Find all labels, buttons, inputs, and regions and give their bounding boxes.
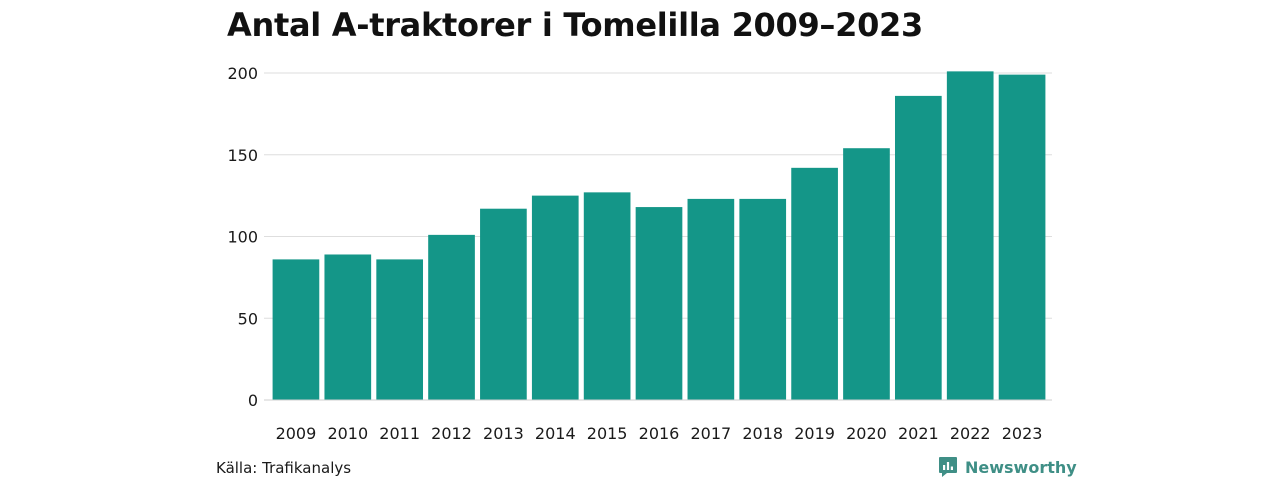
x-tick-label: 2013: [483, 424, 524, 443]
bar-2014[interactable]: [531, 195, 579, 400]
bar-2010[interactable]: [324, 254, 372, 400]
x-tick-label: 2015: [587, 424, 628, 443]
source-note: Källa: Trafikanalys: [216, 459, 352, 477]
x-tick-label: 2012: [431, 424, 472, 443]
x-tick-label: 2019: [794, 424, 835, 443]
x-tick-label: 2010: [327, 424, 368, 443]
x-tick-label: 2011: [379, 424, 420, 443]
brand-logo[interactable]: Newsworthy: [938, 456, 1077, 478]
x-axis-ticks: 2009 2010 2011 2012 2013 2014 2015 2016 2017 2018…: [276, 424, 1043, 443]
x-tick-label: 2020: [846, 424, 887, 443]
bar-2009[interactable]: [272, 259, 320, 400]
chart-title: Antal A-traktorer i Tomelilla 2009–2023: [227, 6, 923, 44]
bar-2013[interactable]: [480, 208, 527, 400]
x-tick-label: 2017: [691, 424, 732, 443]
bar-2022[interactable]: [946, 71, 994, 401]
bar-2023[interactable]: [998, 74, 1046, 400]
bar-2015[interactable]: [583, 192, 631, 400]
x-tick-label: 2014: [535, 424, 576, 443]
y-tick-label: 150: [227, 146, 258, 165]
bar-2017[interactable]: [687, 198, 735, 400]
y-tick-label: 100: [227, 228, 258, 247]
bar-2016[interactable]: [635, 207, 683, 400]
x-tick-label: 2022: [950, 424, 991, 443]
x-tick-label: 2016: [639, 424, 680, 443]
bar-2021[interactable]: [894, 95, 942, 400]
bar-2019[interactable]: [791, 167, 838, 400]
y-axis-ticks: 0 50 100 150 200: [227, 64, 258, 410]
y-tick-label: 0: [248, 391, 258, 410]
bar-2011[interactable]: [376, 259, 424, 400]
bar-2018[interactable]: [739, 198, 787, 400]
y-tick-label: 200: [227, 64, 258, 83]
bar-2020[interactable]: [843, 148, 890, 400]
x-tick-label: 2021: [898, 424, 939, 443]
newsworthy-logo-icon: [939, 457, 957, 477]
y-tick-label: 50: [238, 309, 258, 328]
brand-name: Newsworthy: [965, 457, 1077, 477]
x-tick-label: 2023: [1002, 424, 1043, 443]
x-tick-label: 2018: [742, 424, 783, 443]
bar-2012[interactable]: [428, 234, 475, 400]
x-tick-label: 2009: [276, 424, 317, 443]
bars: [272, 71, 1046, 401]
